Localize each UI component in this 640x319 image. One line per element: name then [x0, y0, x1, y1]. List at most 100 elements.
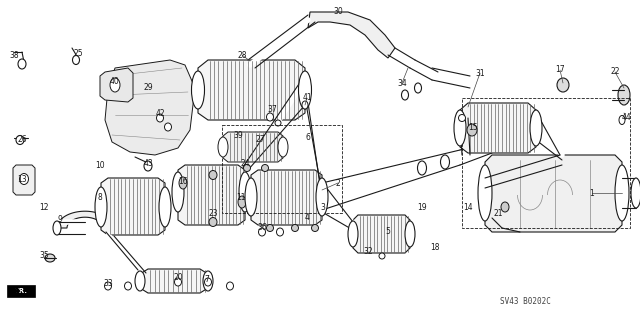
Ellipse shape [501, 202, 509, 212]
Ellipse shape [18, 59, 26, 69]
Text: 12: 12 [39, 204, 49, 212]
FancyBboxPatch shape [7, 285, 35, 297]
Ellipse shape [218, 137, 228, 157]
Polygon shape [223, 132, 283, 162]
Ellipse shape [191, 71, 205, 109]
Text: 43: 43 [143, 159, 153, 167]
Text: 3: 3 [321, 203, 325, 211]
Text: 33: 33 [103, 278, 113, 287]
Ellipse shape [135, 271, 145, 291]
Text: 14: 14 [463, 204, 473, 212]
Ellipse shape [316, 178, 328, 216]
Text: 23: 23 [208, 209, 218, 218]
Ellipse shape [467, 124, 477, 136]
Text: 11: 11 [236, 194, 246, 203]
Text: 4: 4 [305, 213, 309, 222]
Ellipse shape [243, 165, 250, 172]
Ellipse shape [209, 170, 217, 180]
Ellipse shape [298, 71, 312, 109]
Ellipse shape [205, 278, 211, 286]
Text: 24: 24 [240, 159, 250, 167]
Ellipse shape [276, 228, 284, 236]
Text: 22: 22 [611, 68, 620, 77]
Text: 34: 34 [397, 78, 407, 87]
Ellipse shape [618, 85, 630, 105]
Ellipse shape [312, 225, 319, 232]
Ellipse shape [16, 136, 24, 145]
Ellipse shape [259, 228, 266, 236]
Polygon shape [100, 68, 133, 102]
Ellipse shape [619, 115, 625, 124]
Ellipse shape [104, 282, 111, 290]
Text: 20: 20 [173, 273, 183, 283]
Ellipse shape [266, 225, 273, 232]
Polygon shape [460, 103, 536, 153]
Ellipse shape [302, 101, 308, 109]
Text: 40: 40 [110, 78, 120, 86]
Ellipse shape [379, 253, 385, 259]
Text: 7: 7 [205, 275, 209, 284]
Ellipse shape [615, 165, 629, 221]
Ellipse shape [405, 221, 415, 247]
Text: 10: 10 [95, 160, 105, 169]
Text: 41: 41 [302, 93, 312, 102]
Ellipse shape [144, 161, 152, 171]
Polygon shape [353, 215, 410, 253]
Text: 15: 15 [468, 122, 478, 131]
Text: 6: 6 [305, 133, 310, 143]
Polygon shape [308, 12, 395, 58]
Text: 37: 37 [267, 106, 277, 115]
Text: 18: 18 [430, 243, 440, 253]
Ellipse shape [458, 115, 465, 122]
Text: 35: 35 [39, 250, 49, 259]
Ellipse shape [530, 110, 542, 146]
Ellipse shape [179, 177, 187, 189]
Text: 1: 1 [589, 189, 595, 197]
Ellipse shape [172, 172, 184, 212]
Ellipse shape [203, 271, 213, 291]
Text: 31: 31 [475, 69, 485, 78]
Ellipse shape [417, 161, 426, 175]
Text: 42: 42 [155, 108, 165, 117]
Ellipse shape [157, 114, 163, 122]
Ellipse shape [631, 178, 640, 208]
Ellipse shape [227, 282, 234, 290]
Ellipse shape [275, 120, 281, 126]
Text: 21: 21 [493, 209, 503, 218]
Ellipse shape [45, 254, 55, 262]
Ellipse shape [557, 78, 569, 92]
Ellipse shape [125, 282, 131, 290]
Ellipse shape [110, 78, 120, 92]
Ellipse shape [239, 172, 251, 212]
Text: 27: 27 [255, 136, 265, 145]
Ellipse shape [278, 137, 288, 157]
Ellipse shape [164, 123, 172, 131]
Text: 30: 30 [333, 8, 343, 17]
Text: 8: 8 [98, 194, 102, 203]
Text: 17: 17 [555, 65, 565, 75]
Ellipse shape [401, 90, 408, 100]
Ellipse shape [245, 178, 257, 216]
Ellipse shape [175, 278, 182, 286]
Text: 26: 26 [17, 136, 27, 145]
Text: 36: 36 [257, 224, 267, 233]
Text: 9: 9 [58, 216, 63, 225]
Polygon shape [105, 60, 195, 155]
Ellipse shape [238, 196, 246, 208]
Ellipse shape [454, 110, 466, 146]
Text: 25: 25 [73, 48, 83, 57]
Ellipse shape [19, 174, 29, 184]
Text: SV43 B0202C: SV43 B0202C [500, 298, 550, 307]
Polygon shape [198, 60, 305, 120]
Polygon shape [57, 211, 113, 228]
Polygon shape [251, 170, 322, 225]
Text: 32: 32 [363, 248, 373, 256]
Text: 29: 29 [143, 84, 153, 93]
Text: 44: 44 [621, 113, 631, 122]
Polygon shape [101, 178, 165, 235]
Text: 39: 39 [233, 130, 243, 139]
Text: 5: 5 [385, 227, 390, 236]
Text: 28: 28 [237, 50, 247, 60]
Text: 2: 2 [335, 179, 340, 188]
Polygon shape [178, 165, 245, 225]
